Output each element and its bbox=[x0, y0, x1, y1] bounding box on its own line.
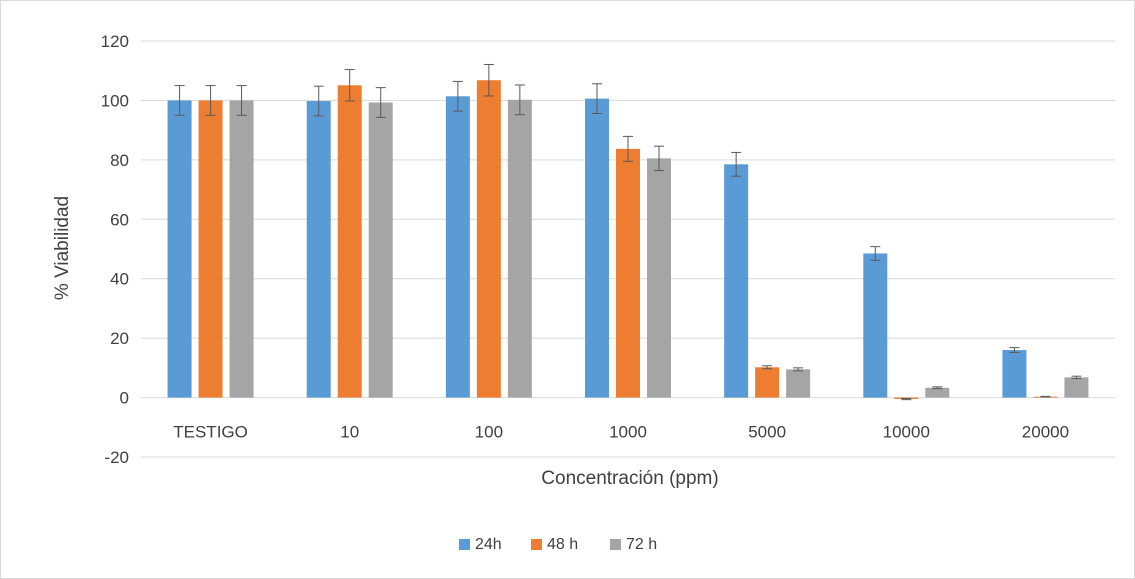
bar-72h-10 bbox=[368, 102, 393, 398]
y-tick-label: 40 bbox=[110, 270, 129, 289]
bar-24h-1000 bbox=[585, 98, 609, 398]
y-axis-title: % Viabilidad bbox=[52, 196, 73, 300]
bar-48h-1000 bbox=[616, 148, 640, 398]
bar-72h-20000 bbox=[1064, 377, 1089, 398]
y-axis-tick-labels: -20 0 20 40 60 80 100 120 bbox=[101, 32, 129, 467]
legend-swatch bbox=[531, 539, 542, 550]
legend-label: 72 h bbox=[626, 536, 657, 553]
bar-24h-10000 bbox=[863, 253, 888, 398]
y-tick-label: 60 bbox=[110, 210, 129, 229]
bar-48h-100 bbox=[476, 80, 501, 398]
bar-48h-5000 bbox=[755, 367, 780, 398]
y-tick-label: 80 bbox=[110, 151, 129, 170]
bar-24h-TESTIGO bbox=[167, 100, 192, 398]
x-tick-label: TESTIGO bbox=[173, 423, 248, 442]
bar-72h-TESTIGO bbox=[229, 100, 254, 398]
x-tick-label: 10000 bbox=[883, 423, 930, 442]
y-tick-label: 100 bbox=[101, 91, 129, 110]
legend-label: 48 h bbox=[547, 536, 578, 553]
x-axis-tick-labels: TESTIGO 10 100 1000 5000 10000 20000 bbox=[173, 423, 1069, 442]
bar-48h-TESTIGO bbox=[198, 100, 223, 398]
legend-swatch bbox=[459, 539, 470, 550]
bar-groups bbox=[167, 80, 1089, 400]
x-tick-label: 1000 bbox=[609, 423, 647, 442]
bar-72h-10000 bbox=[925, 387, 950, 398]
x-tick-label: 20000 bbox=[1022, 423, 1069, 442]
x-axis-title: Concentración (ppm) bbox=[541, 468, 718, 489]
bar-72h-100 bbox=[507, 99, 532, 398]
bar-24h-10 bbox=[306, 101, 331, 398]
y-tick-label: -20 bbox=[104, 448, 129, 467]
bar-24h-20000 bbox=[1002, 350, 1027, 398]
x-tick-label: 10 bbox=[340, 423, 359, 442]
x-tick-label: 100 bbox=[475, 423, 503, 442]
legend-swatch bbox=[610, 539, 621, 550]
error-bars bbox=[174, 63, 1082, 401]
legend-label: 24h bbox=[475, 536, 502, 553]
y-tick-label: 20 bbox=[110, 329, 129, 348]
y-tick-label: 0 bbox=[120, 389, 129, 408]
bar-24h-100 bbox=[445, 96, 470, 398]
legend: 24h 48 h 72 h bbox=[459, 536, 657, 553]
y-tick-label: 120 bbox=[101, 32, 129, 51]
bar-72h-5000 bbox=[786, 369, 811, 398]
bar-72h-1000 bbox=[647, 158, 671, 398]
bar-24h-5000 bbox=[724, 164, 749, 398]
bar-48h-10 bbox=[337, 85, 362, 398]
x-tick-label: 5000 bbox=[748, 423, 786, 442]
